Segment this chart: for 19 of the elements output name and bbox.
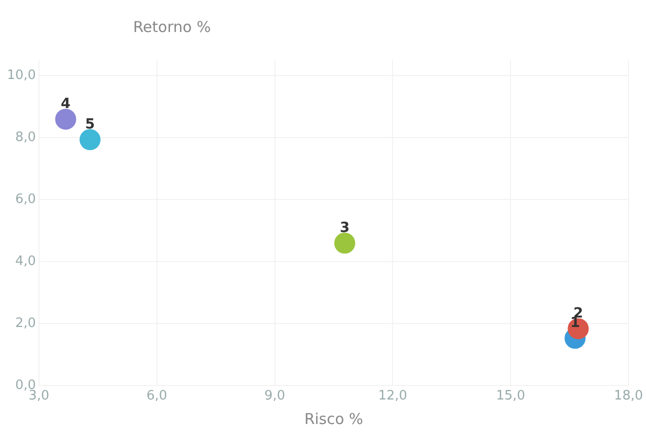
x-tick-label: 6,0 — [146, 388, 168, 404]
point — [55, 108, 76, 130]
x-axis-title: Risco % — [304, 410, 364, 428]
series-label: 4 — [60, 96, 71, 112]
y-tick-label: 2,0 — [15, 316, 36, 331]
y-tick-label: 10,0 — [6, 68, 36, 83]
y-tick-label: 6,0 — [15, 192, 36, 207]
x-tick-label: 15,0 — [496, 388, 526, 404]
x-tick-label: 18,0 — [614, 388, 644, 404]
x-tick-label: 3,0 — [28, 388, 50, 404]
y-tick-label: 4,0 — [15, 254, 36, 269]
y-axis-title: Retorno % — [133, 18, 211, 36]
series-label: 5 — [85, 116, 95, 132]
x-tick-label: 12,0 — [378, 388, 408, 404]
x-tick-label: 9,0 — [264, 388, 286, 404]
y-tick-label: 8,0 — [15, 130, 36, 145]
point — [80, 129, 101, 150]
series-label: 3 — [340, 220, 350, 236]
point — [334, 232, 356, 254]
